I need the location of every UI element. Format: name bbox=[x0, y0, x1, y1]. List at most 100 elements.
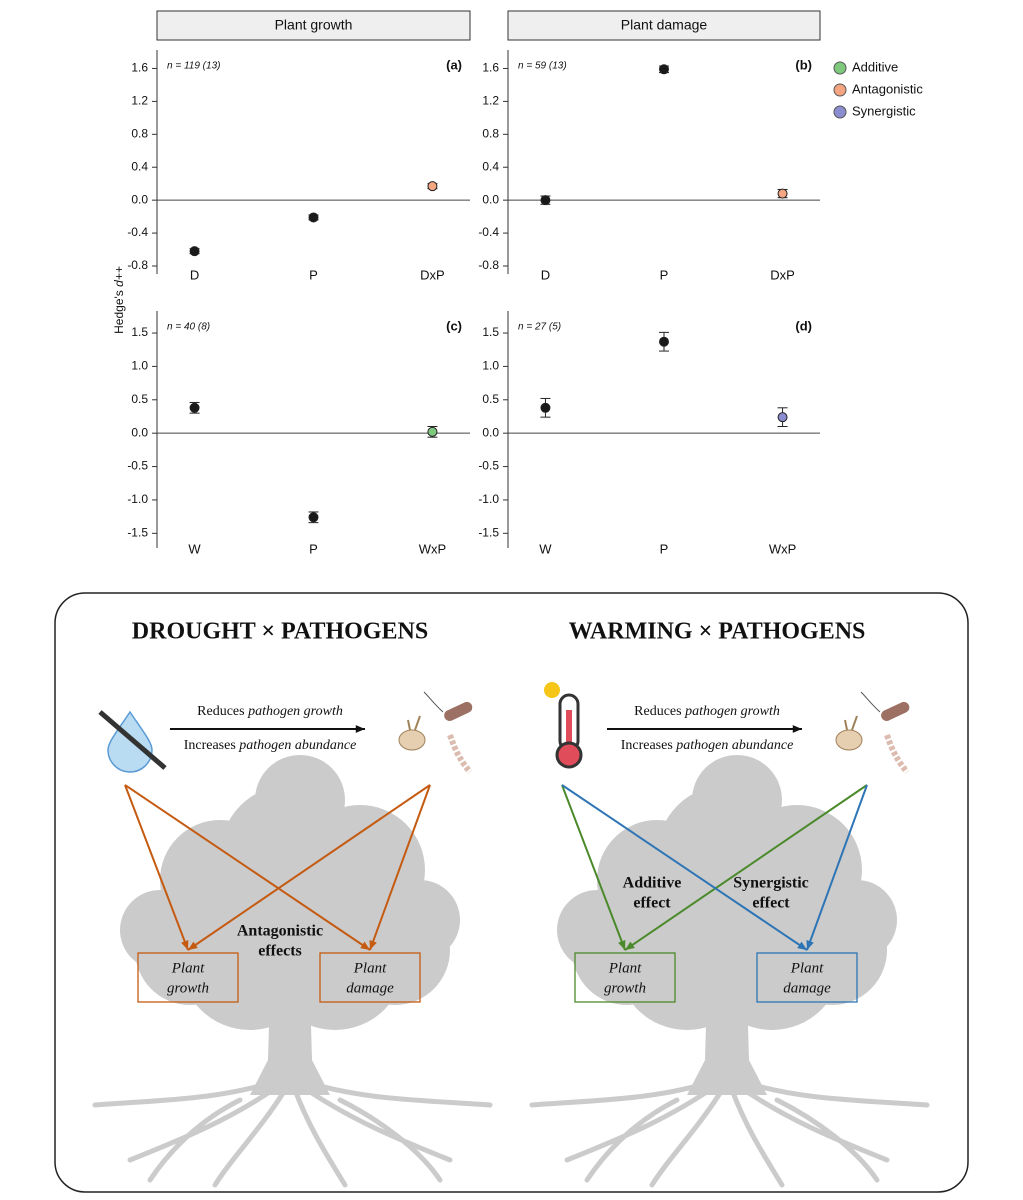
outcome-label: Plant bbox=[608, 960, 642, 976]
x-tick-label: P bbox=[660, 267, 669, 282]
plain-text: Increases bbox=[184, 738, 236, 753]
legend-label: Additive bbox=[852, 59, 898, 74]
tree bbox=[557, 755, 897, 1095]
effect-label: effect bbox=[752, 895, 790, 912]
y-tick-label: -0.8 bbox=[127, 258, 148, 272]
outcome-label: damage bbox=[783, 980, 831, 996]
bacterium bbox=[881, 701, 910, 721]
canopy bbox=[692, 755, 782, 845]
flagellum bbox=[423, 691, 444, 713]
arrow-head bbox=[181, 940, 189, 950]
hypha bbox=[407, 715, 421, 731]
effect-label: effect bbox=[633, 895, 671, 912]
x-tick-label: D bbox=[190, 267, 199, 282]
arrow-head bbox=[369, 940, 377, 950]
outcome-box bbox=[574, 952, 676, 1003]
legend-swatch bbox=[833, 83, 847, 97]
x-tick-label: P bbox=[660, 541, 669, 556]
root bbox=[92, 1077, 283, 1108]
panel-label: (c) bbox=[446, 318, 462, 333]
y-tick-label: 1.6 bbox=[131, 61, 148, 75]
y-tick-label: 0.4 bbox=[482, 159, 499, 173]
legend-label: Antagonistic bbox=[852, 81, 923, 96]
arrow bbox=[369, 784, 431, 951]
slash bbox=[98, 710, 167, 770]
x-tick-label: D bbox=[541, 267, 550, 282]
root bbox=[147, 1097, 243, 1183]
arrow bbox=[124, 784, 189, 951]
point bbox=[189, 246, 200, 257]
canopy bbox=[647, 840, 807, 1000]
plain-text: Reduces bbox=[197, 704, 244, 719]
diagram-frame bbox=[54, 592, 969, 1193]
root bbox=[127, 1082, 283, 1163]
effect-label: Additive bbox=[623, 875, 682, 892]
thermo-fill bbox=[566, 710, 572, 752]
canopy bbox=[255, 755, 345, 845]
plain-text: Increases bbox=[621, 738, 673, 753]
root bbox=[297, 1082, 453, 1163]
italic-text: pathogen abundance bbox=[675, 738, 793, 753]
arrow-text: Increases pathogen abundance bbox=[621, 738, 794, 753]
arrow-text: Reduces pathogen growth bbox=[634, 704, 780, 719]
outcome-label: growth bbox=[167, 980, 209, 996]
italic-text: pathogen growth bbox=[684, 704, 780, 719]
point bbox=[777, 188, 788, 199]
canopy bbox=[380, 880, 460, 960]
x-tick-label: DxP bbox=[770, 267, 795, 282]
y-label-text: Hedge's bbox=[112, 290, 126, 334]
plain-text: Reduces bbox=[634, 704, 681, 719]
outcome-label: growth bbox=[604, 980, 646, 996]
flagellum bbox=[860, 691, 881, 713]
outcome-label: Plant bbox=[790, 960, 824, 976]
y-tick-label: 0.0 bbox=[482, 425, 499, 439]
canopy bbox=[210, 840, 370, 1000]
tree bbox=[120, 755, 460, 1095]
hypha bbox=[844, 715, 858, 731]
x-tick-label: WxP bbox=[419, 541, 446, 556]
arrow-head bbox=[806, 940, 814, 950]
y-tick-label: 1.2 bbox=[482, 94, 499, 108]
arrow bbox=[561, 784, 808, 951]
y-tick-label: 0.5 bbox=[131, 392, 148, 406]
roots bbox=[92, 1077, 493, 1188]
panel-label: (d) bbox=[795, 318, 812, 333]
point bbox=[540, 402, 551, 413]
arrow-text: Increases pathogen abundance bbox=[184, 738, 357, 753]
diagram-title: DROUGHT × PATHOGENS bbox=[132, 619, 428, 645]
root bbox=[774, 1097, 880, 1183]
strip-label: Plant growth bbox=[275, 17, 353, 33]
canopy bbox=[120, 890, 200, 970]
effect-label: Synergistic bbox=[733, 875, 809, 892]
y-tick-label: 1.2 bbox=[131, 94, 148, 108]
y-axis-label: Hedge's d++ bbox=[112, 266, 126, 334]
point bbox=[427, 426, 438, 437]
x-tick-label: WxP bbox=[769, 541, 796, 556]
arrow bbox=[806, 784, 868, 951]
x-tick-label: W bbox=[539, 541, 552, 556]
point bbox=[308, 212, 319, 223]
y-tick-label: 0.0 bbox=[131, 425, 148, 439]
n-label: n = 119 (13) bbox=[167, 61, 220, 72]
thermo-bulb bbox=[555, 741, 583, 769]
legend-swatch bbox=[833, 105, 847, 119]
arrow bbox=[561, 784, 626, 951]
y-tick-label: -0.8 bbox=[478, 258, 499, 272]
y-tick-label: -1.5 bbox=[478, 525, 499, 539]
y-tick-label: 1.5 bbox=[482, 325, 499, 339]
outcome-label: damage bbox=[346, 980, 394, 996]
x-tick-label: DxP bbox=[420, 267, 445, 282]
arrow-head bbox=[797, 941, 807, 950]
y-tick-label: 0.0 bbox=[482, 192, 499, 206]
fungal-cell bbox=[835, 729, 863, 751]
x-tick-label: P bbox=[309, 267, 318, 282]
panel-label: (b) bbox=[795, 57, 812, 72]
x-tick-label: P bbox=[309, 541, 318, 556]
point bbox=[308, 512, 319, 523]
arrow-head bbox=[355, 725, 365, 733]
arrow-head bbox=[625, 941, 635, 950]
arrow bbox=[187, 784, 431, 951]
root bbox=[297, 1077, 493, 1108]
root bbox=[649, 1087, 725, 1188]
